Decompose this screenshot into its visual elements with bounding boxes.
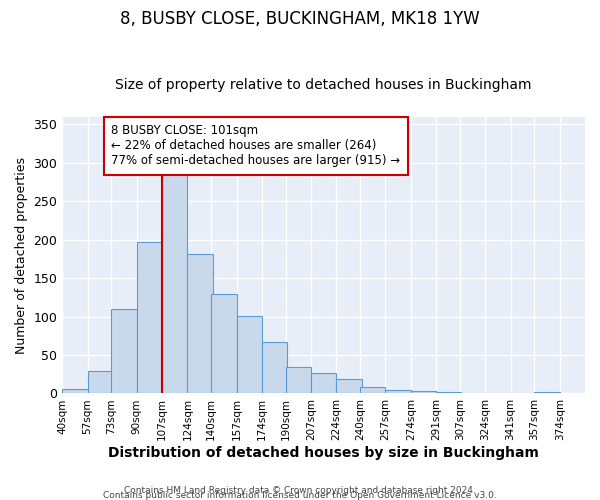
Bar: [262, 342, 287, 394]
Text: 8, BUSBY CLOSE, BUCKINGHAM, MK18 1YW: 8, BUSBY CLOSE, BUCKINGHAM, MK18 1YW: [120, 10, 480, 28]
Bar: [187, 254, 213, 394]
Text: Contains HM Land Registry data © Crown copyright and database right 2024.: Contains HM Land Registry data © Crown c…: [124, 486, 476, 495]
Bar: [112, 309, 137, 394]
Bar: [88, 371, 113, 394]
Bar: [211, 294, 236, 394]
Y-axis label: Number of detached properties: Number of detached properties: [15, 156, 28, 354]
Text: Contains public sector information licensed under the Open Government Licence v3: Contains public sector information licen…: [103, 491, 497, 500]
Bar: [360, 386, 385, 394]
Bar: [485, 392, 511, 394]
Text: 8 BUSBY CLOSE: 101sqm
← 22% of detached houses are smaller (264)
77% of semi-det: 8 BUSBY CLOSE: 101sqm ← 22% of detached …: [112, 124, 401, 168]
Bar: [535, 392, 560, 394]
Bar: [162, 173, 187, 394]
Bar: [62, 389, 88, 394]
Bar: [311, 372, 337, 394]
Title: Size of property relative to detached houses in Buckingham: Size of property relative to detached ho…: [115, 78, 532, 92]
Bar: [385, 390, 411, 394]
Bar: [337, 379, 362, 394]
Bar: [411, 391, 436, 394]
Bar: [236, 316, 262, 394]
X-axis label: Distribution of detached houses by size in Buckingham: Distribution of detached houses by size …: [108, 446, 539, 460]
Bar: [436, 392, 461, 394]
Bar: [137, 242, 162, 394]
Bar: [286, 366, 311, 394]
